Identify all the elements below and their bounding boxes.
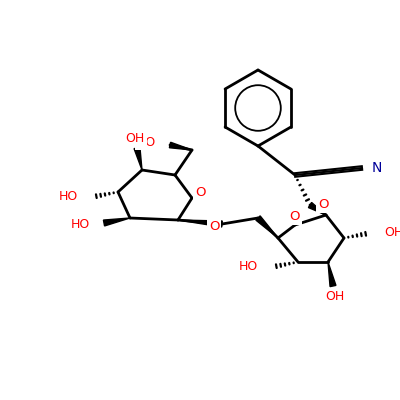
Polygon shape [134,147,142,170]
Text: O: O [318,198,328,212]
Text: O: O [290,210,300,224]
Text: OH: OH [325,290,345,302]
Text: OH: OH [125,132,145,144]
Text: OH: OH [384,226,400,240]
Polygon shape [104,218,130,226]
Polygon shape [328,262,336,287]
Text: HO: HO [239,260,258,274]
Text: HO: HO [71,218,90,232]
Text: HO: HO [59,190,78,204]
Polygon shape [256,216,278,238]
Polygon shape [169,142,192,150]
Text: O: O [195,186,205,200]
Polygon shape [308,202,326,215]
Text: N: N [372,161,382,175]
Text: HO: HO [137,136,156,148]
Polygon shape [178,220,222,227]
Text: O: O [209,220,219,234]
